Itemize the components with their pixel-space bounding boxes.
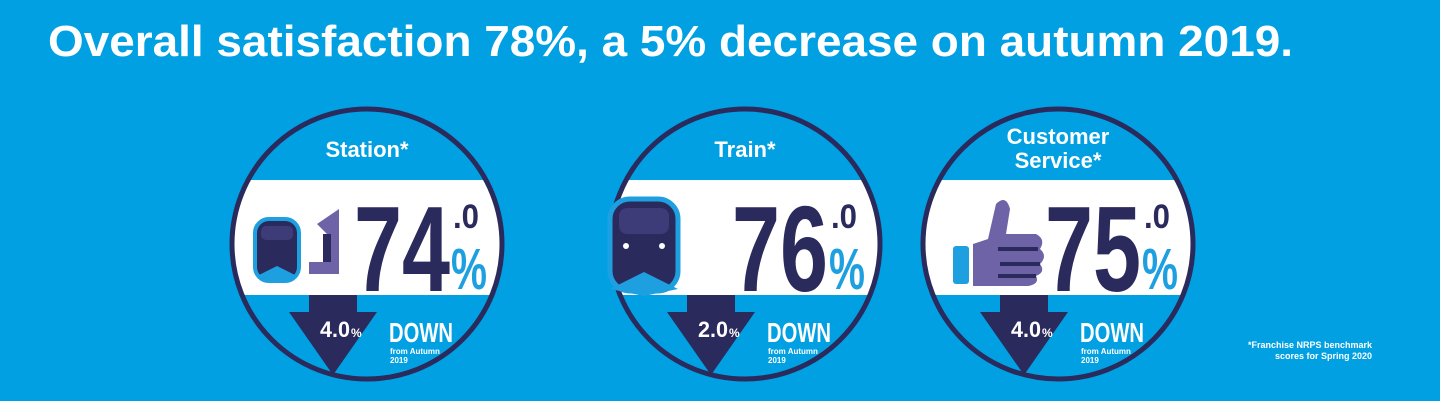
card-ring [920,106,1196,382]
score-decimal: .0 [831,198,857,236]
score: 75 [1045,181,1141,317]
score-unit: % [1142,237,1178,302]
change-unit: % [1042,326,1053,340]
footnote: *Franchise NRPS benchmark [1248,340,1373,350]
icon-sign-post [323,234,331,262]
icon-train-window [619,208,669,234]
down-arrow [289,295,377,375]
change-unit: % [729,326,740,340]
direction: DOWN [1080,317,1144,348]
direction-note: from Autumn [390,347,440,356]
score-unit: % [451,237,487,302]
icon-train-light [623,243,629,249]
card-label: Customer [1007,124,1110,149]
card-label: Train* [714,137,776,162]
title: Overall satisfaction 78%, a 5% decrease … [48,17,1293,66]
down-arrow [667,295,755,375]
score-decimal: .0 [1144,198,1170,236]
change-value: 2.0 [698,317,728,342]
score-decimal: .0 [453,198,479,236]
footnote: scores for Spring 2020 [1275,351,1372,361]
direction-note: from Autumn [768,347,818,356]
direction-note: 2019 [390,356,408,365]
direction-note: 2019 [1081,356,1099,365]
score: 74 [354,181,450,317]
icon-fingers [998,247,1040,278]
score-unit: % [829,237,865,302]
card-label: Service* [1015,148,1102,173]
change-value: 4.0 [1011,317,1041,342]
icon-cuff [953,246,969,284]
icon-train-light [659,243,665,249]
direction: DOWN [767,317,831,348]
direction: DOWN [389,317,453,348]
icon-train-base [610,272,678,296]
icon-sign [309,209,339,274]
change-unit: % [351,326,362,340]
direction-note: 2019 [768,356,786,365]
icon-train-window [261,226,293,240]
change-value: 4.0 [320,317,350,342]
icon-train-base [257,266,297,282]
score: 76 [732,181,828,317]
card-label: Station* [325,137,409,162]
down-arrow [980,295,1068,375]
card-ring [229,106,505,382]
direction-note: from Autumn [1081,347,1131,356]
